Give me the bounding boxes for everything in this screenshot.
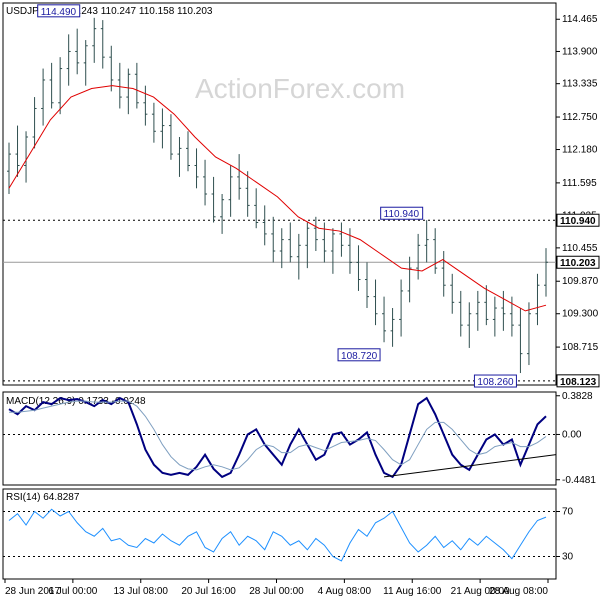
rsi-y-tick-label: 30: [562, 552, 574, 563]
x-tick-label: 6 Jul 00:00: [48, 586, 97, 597]
level-label-box: [556, 374, 600, 388]
x-tick-label: 20 Jul 16:00: [181, 586, 236, 597]
level-label: 108.123: [560, 377, 597, 388]
price-y-tick-label: 111.595: [562, 178, 597, 189]
price-y-tick-label: 112.750: [562, 112, 598, 123]
rsi-layer: 70 30: [3, 507, 574, 563]
level-label-box: [556, 255, 600, 269]
price-layer: 114.465 113.900 113.335 112.750 112.180 111.5…: [3, 4, 600, 388]
level-label: 110.940: [560, 216, 596, 227]
annotation-box: [337, 348, 381, 362]
x-tick-label: 21 Aug 00:00: [451, 586, 510, 597]
annotation-label: 110.940: [384, 209, 420, 220]
annotation-box: [380, 206, 424, 220]
price-y-tick-label: 113.335: [562, 79, 598, 90]
price-y-tick-label: 114.465: [562, 14, 598, 25]
x-tick-label: 28 Aug 08:00: [489, 586, 548, 597]
macd-panel-frame: [2, 391, 557, 486]
macd-line: [8, 396, 547, 479]
annotation-box: [37, 4, 81, 18]
macd-y-tick-label: -0.4481: [562, 475, 596, 486]
x-tick-label: 11 Aug 16:00: [383, 586, 442, 597]
price-panel-frame: [2, 2, 557, 386]
moving-average-line: [8, 85, 547, 312]
x-tick-label: 4 Aug 08:00: [318, 586, 372, 597]
rsi-line: [8, 508, 547, 562]
price-y-tick-label: 112.180: [562, 145, 598, 156]
symbol-header: USDJPY,H4 110.243 110.247 110.158 110.20…: [6, 6, 213, 17]
x-tick-label: 28 Jun 2017: [5, 586, 60, 597]
annotation-box: [473, 374, 517, 388]
price-y-tick-label: 109.300: [562, 309, 599, 320]
annotation-label: 108.260: [477, 377, 514, 388]
watermark: ActionForex.com: [195, 73, 405, 104]
macd-y-tick-label: 0.3828: [562, 391, 593, 402]
macd-y-tick-label: 0.00: [562, 429, 582, 440]
macd-trendline: [383, 454, 557, 478]
price-y-tick-label: 110.455: [562, 243, 598, 254]
rsi-panel-frame: [2, 488, 557, 580]
x-tick-label: 13 Jul 08:00: [114, 586, 169, 597]
rsi-label: RSI(14) 64.8287: [6, 492, 80, 503]
level-label: 110.203: [560, 258, 596, 269]
annotation-label: 114.490: [41, 7, 77, 18]
annotation-label: 108.720: [341, 351, 378, 362]
macd-signal-line: [9, 400, 547, 471]
x-tick-label: 28 Jul 00:00: [249, 586, 304, 597]
rsi-y-tick-label: 70: [562, 507, 574, 518]
level-label-box: [556, 213, 600, 227]
price-y-tick-label: 109.870: [562, 276, 599, 287]
macd-layer: 0.3828 0.00 -0.4481: [3, 391, 596, 486]
price-y-tick-label: 108.715: [562, 342, 599, 353]
price-y-tick-label: 113.900: [562, 46, 598, 57]
